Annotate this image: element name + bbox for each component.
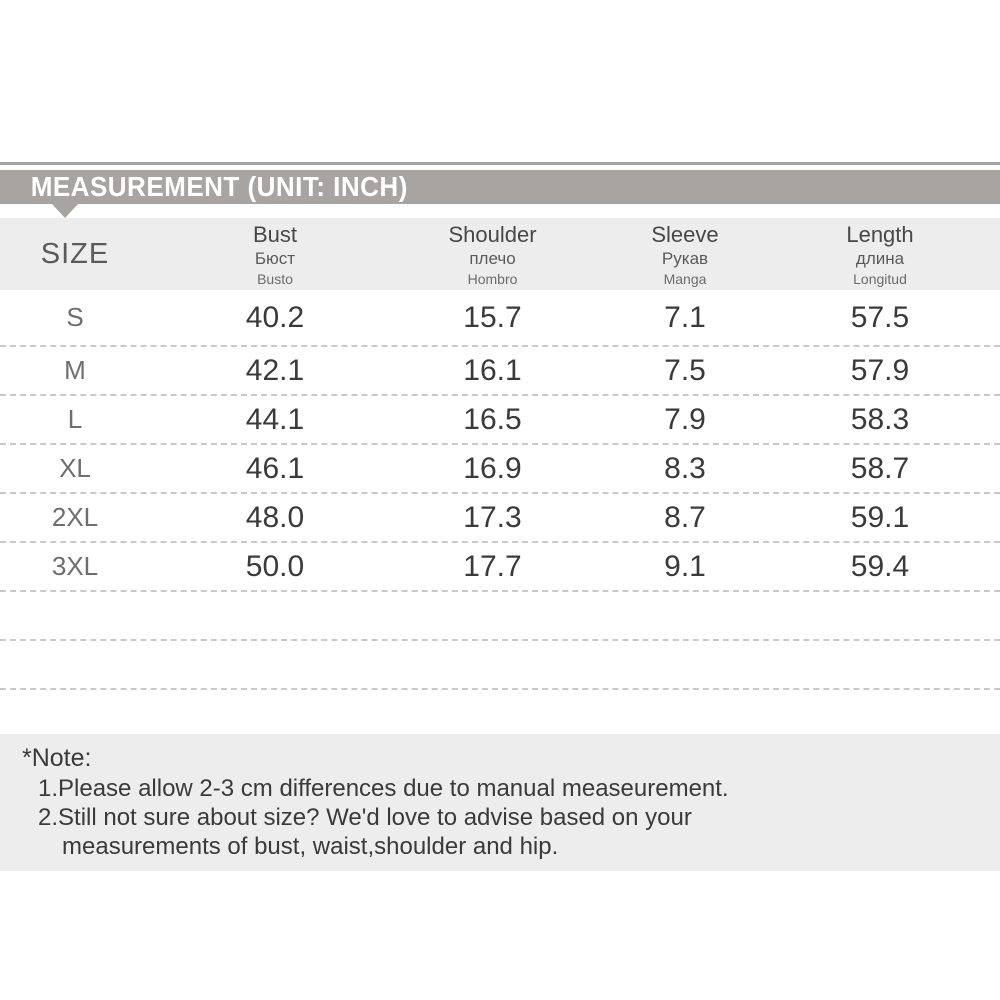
- sleeve-value: 7.5: [664, 353, 706, 387]
- banner-pointer-triangle-icon: [52, 204, 78, 218]
- bust-value: 50.0: [245, 549, 305, 583]
- length-value: 59.4: [850, 549, 910, 583]
- note-line-1: 1.Please allow 2-3 cm differences due to…: [38, 775, 729, 802]
- bust-label-en: Bust: [252, 222, 298, 247]
- length-label-es: Longitud: [853, 271, 907, 287]
- top-divider-line: [0, 162, 1000, 165]
- sleeve-label-ru: Рукав: [661, 249, 709, 268]
- length-label-ru: длина: [855, 249, 905, 268]
- size-column-header: SIZE: [40, 237, 110, 270]
- length-column-header: Length длина Longitud: [785, 220, 975, 288]
- table-row-3xl: 3XL 50.0 17.7 9.1 59.4: [0, 543, 1000, 592]
- shoulder-label-en: Shoulder: [448, 222, 537, 247]
- size-value: XL: [59, 453, 91, 483]
- shoulder-value: 16.1: [463, 353, 522, 387]
- size-value: L: [67, 404, 83, 434]
- length-value: 57.9: [850, 353, 910, 387]
- bust-column-header: Bust Бюст Busto: [150, 220, 400, 288]
- sleeve-value: 7.1: [664, 300, 706, 334]
- length-label-en: Length: [846, 222, 914, 247]
- shoulder-label-ru: плечо: [469, 249, 516, 268]
- table-row-s: S 40.2 15.7 7.1 57.5: [0, 290, 1000, 347]
- size-value: S: [66, 302, 84, 332]
- shoulder-value: 16.5: [463, 402, 522, 436]
- table-row-l: L 44.1 16.5 7.9 58.3: [0, 396, 1000, 445]
- note-line-3: measurements of bust, waist,shoulder and…: [62, 833, 559, 860]
- shoulder-column-header: Shoulder плечо Hombro: [400, 220, 585, 288]
- sleeve-label-en: Sleeve: [651, 222, 719, 247]
- note-gap: [0, 690, 1000, 734]
- bust-label-es: Busto: [257, 271, 293, 287]
- bust-label-ru: Бюст: [254, 249, 296, 268]
- empty-table-row: [0, 641, 1000, 690]
- bust-value: 48.0: [245, 500, 305, 534]
- sleeve-value: 8.7: [664, 500, 706, 534]
- bust-value: 40.2: [245, 300, 305, 334]
- table-row-m: M 42.1 16.1 7.5 57.9: [0, 347, 1000, 396]
- banner-title: MEASUREMENT (UNIT: INCH): [30, 171, 408, 202]
- sleeve-value: 7.9: [664, 402, 706, 436]
- length-value: 57.5: [850, 300, 910, 334]
- sleeve-label-es: Manga: [663, 271, 707, 287]
- note-section: *Note: 1.Please allow 2-3 cm differences…: [0, 734, 1000, 871]
- shoulder-label-es: Hombro: [467, 271, 518, 287]
- sleeve-column-header: Sleeve Рукав Manga: [585, 220, 785, 288]
- size-value: 3XL: [51, 551, 99, 581]
- bust-value: 42.1: [245, 353, 305, 387]
- bust-value: 46.1: [245, 451, 305, 485]
- sleeve-value: 9.1: [664, 549, 706, 583]
- note-title: *Note:: [22, 744, 92, 772]
- table-header-row: SIZE Bust Бюст Busto Shoulder плечо Homb…: [0, 218, 1000, 290]
- size-value: 2XL: [51, 502, 99, 532]
- length-value: 58.7: [850, 451, 910, 485]
- length-value: 58.3: [850, 402, 910, 436]
- shoulder-value: 17.3: [463, 500, 522, 534]
- banner-pointer-strip: [0, 204, 1000, 218]
- shoulder-value: 15.7: [463, 300, 522, 334]
- shoulder-value: 16.9: [463, 451, 522, 485]
- measurement-banner: MEASUREMENT (UNIT: INCH): [0, 170, 1000, 204]
- size-value: M: [64, 355, 86, 385]
- note-line-2: 2.Still not sure about size? We'd love t…: [38, 804, 692, 831]
- bust-value: 44.1: [245, 402, 305, 436]
- sleeve-value: 8.3: [664, 451, 706, 485]
- length-value: 59.1: [850, 500, 910, 534]
- top-whitespace: [0, 0, 1000, 162]
- table-row-xl: XL 46.1 16.9 8.3 58.7: [0, 445, 1000, 494]
- shoulder-value: 17.7: [463, 549, 522, 583]
- table-row-2xl: 2XL 48.0 17.3 8.7 59.1: [0, 494, 1000, 543]
- empty-table-row: [0, 592, 1000, 641]
